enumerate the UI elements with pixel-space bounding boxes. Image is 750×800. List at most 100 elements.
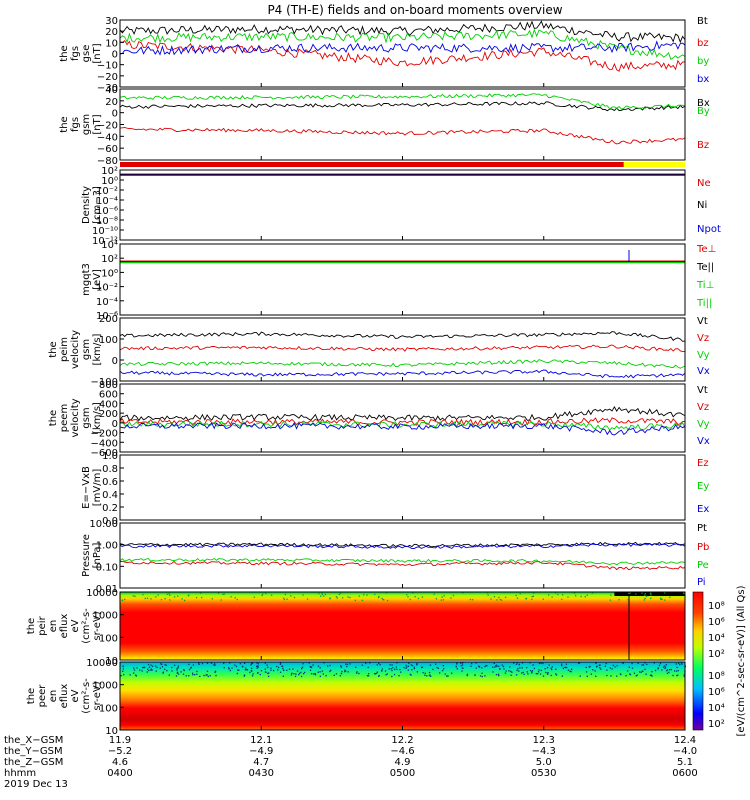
spectrogram-speckle	[510, 674, 512, 676]
spectrogram-speckle	[579, 675, 581, 677]
y-axis-label-line: en	[48, 690, 59, 703]
spectrogram-speckle	[600, 668, 602, 670]
y-tick-label: 200	[99, 409, 118, 420]
spectrogram-speckle	[356, 671, 358, 673]
legend-entry: bz	[697, 38, 709, 49]
spectrogram-speckle	[546, 672, 549, 674]
spectrogram-speckle	[239, 662, 242, 665]
spectrogram-speckle	[319, 671, 321, 673]
spectrogram-speckle	[214, 663, 216, 665]
spectrogram-speckle	[391, 675, 393, 678]
spectrogram-speckle	[306, 598, 309, 600]
spectrogram-speckle	[262, 593, 264, 595]
spectrogram-speckle	[535, 673, 538, 675]
spectrogram-speckle	[644, 593, 647, 595]
spectrogram-speckle	[452, 594, 455, 597]
y-axis-label-line: eflux	[59, 684, 70, 709]
spectrogram-speckle	[498, 665, 500, 667]
spectrogram-speckle	[181, 598, 183, 600]
spectrogram-speckle	[361, 664, 363, 666]
spectrogram-speckle	[650, 592, 652, 594]
spectrogram-speckle	[203, 674, 205, 677]
spectrogram-speckle	[533, 667, 536, 670]
y-tick-label: 10⁰	[101, 176, 118, 187]
y-tick-label: 10	[105, 726, 118, 737]
spectrogram-speckle	[282, 675, 284, 677]
spectrogram-speckle	[504, 596, 507, 599]
y-axis-label-line: gsm	[81, 407, 92, 428]
spectrogram-speckle	[565, 663, 568, 665]
spectrogram-speckle	[346, 665, 348, 668]
spectrogram-speckle	[310, 666, 312, 669]
spectrogram-speckle	[555, 668, 557, 670]
spectrogram-speckle	[403, 666, 405, 669]
spectrogram-speckle	[206, 662, 209, 664]
spectrogram-speckle	[223, 667, 225, 669]
panel-frame	[119, 88, 686, 161]
spectrogram-speckle	[664, 599, 666, 601]
spectrogram-speckle	[319, 675, 322, 678]
spectrogram-speckle	[302, 663, 304, 665]
spectrogram-speckle	[456, 662, 458, 664]
series-line-pt	[119, 541, 686, 548]
spectrogram-speckle	[180, 671, 182, 673]
spectrogram-speckle	[290, 674, 293, 676]
spectrogram-speckle	[176, 667, 178, 670]
spectrogram-speckle	[595, 662, 597, 664]
spectrogram-speckle	[518, 664, 520, 666]
spectrogram-speckle	[161, 663, 163, 666]
spectrogram-speckle	[195, 597, 198, 599]
spectrogram-speckle	[264, 668, 266, 670]
spectrogram-speckle	[384, 670, 387, 672]
spectrogram-speckle	[421, 666, 423, 669]
spectrogram-speckle	[682, 592, 685, 594]
spectrogram-speckle	[413, 666, 415, 668]
time-axis-value: 4.6	[112, 757, 128, 768]
spectrogram-speckle	[676, 666, 678, 669]
y-axis-label-line: peem	[59, 404, 70, 432]
time-axis-value: 12.1	[250, 735, 272, 746]
spectrogram-speckle	[190, 666, 192, 669]
spectrogram-speckle	[551, 666, 553, 668]
spectrogram-gap	[614, 592, 685, 596]
y-tick-label: 0	[112, 356, 118, 367]
spectrogram-speckle	[515, 594, 517, 597]
spectrogram-speckle	[210, 662, 213, 664]
spectrogram-speckle	[653, 662, 656, 664]
spectrogram-speckle	[672, 674, 674, 677]
time-axis-value: 0430	[249, 768, 274, 779]
y-axis-label-line: fgs	[70, 46, 81, 61]
spectrogram-speckle	[567, 596, 569, 598]
spectrogram-speckle	[279, 663, 282, 665]
spectrogram-speckle	[650, 674, 652, 676]
spectrogram-speckle	[637, 662, 639, 664]
spectrogram-speckle	[173, 664, 176, 666]
spectrogram-speckle	[323, 595, 325, 597]
y-tick-label: 10⁻⁶	[96, 311, 118, 322]
y-tick-label: −600	[91, 448, 118, 459]
spectrogram-speckle	[386, 673, 388, 675]
spectrogram-speckle	[663, 592, 666, 594]
spectrogram-speckle	[436, 666, 438, 669]
spectrogram-speckle	[443, 595, 445, 597]
spectrogram-speckle	[662, 666, 665, 668]
spectrogram-speckle	[345, 663, 347, 665]
spectrogram-speckle	[668, 671, 670, 674]
spectrogram-speckle	[206, 674, 208, 676]
spectrogram-speckle	[366, 594, 368, 596]
spectrogram-speckle	[485, 664, 487, 667]
time-axis-value: 0600	[672, 768, 697, 779]
spectrogram-speckle	[209, 675, 211, 677]
spectrogram-speckle	[508, 670, 510, 672]
spectrogram-speckle	[329, 598, 331, 600]
spectrogram-speckle	[321, 593, 324, 596]
spectrogram-speckle	[493, 596, 496, 598]
spectrogram-speckle	[245, 667, 247, 669]
y-tick-label: 10⁻⁶	[96, 206, 118, 217]
spectrogram-speckle	[301, 666, 304, 668]
spectrogram-speckle	[293, 673, 295, 675]
spectrogram-speckle	[270, 669, 272, 671]
spectrogram-speckle	[252, 673, 254, 675]
y-axis-label-line: the	[59, 45, 70, 61]
spectrogram-speckle	[177, 665, 180, 667]
